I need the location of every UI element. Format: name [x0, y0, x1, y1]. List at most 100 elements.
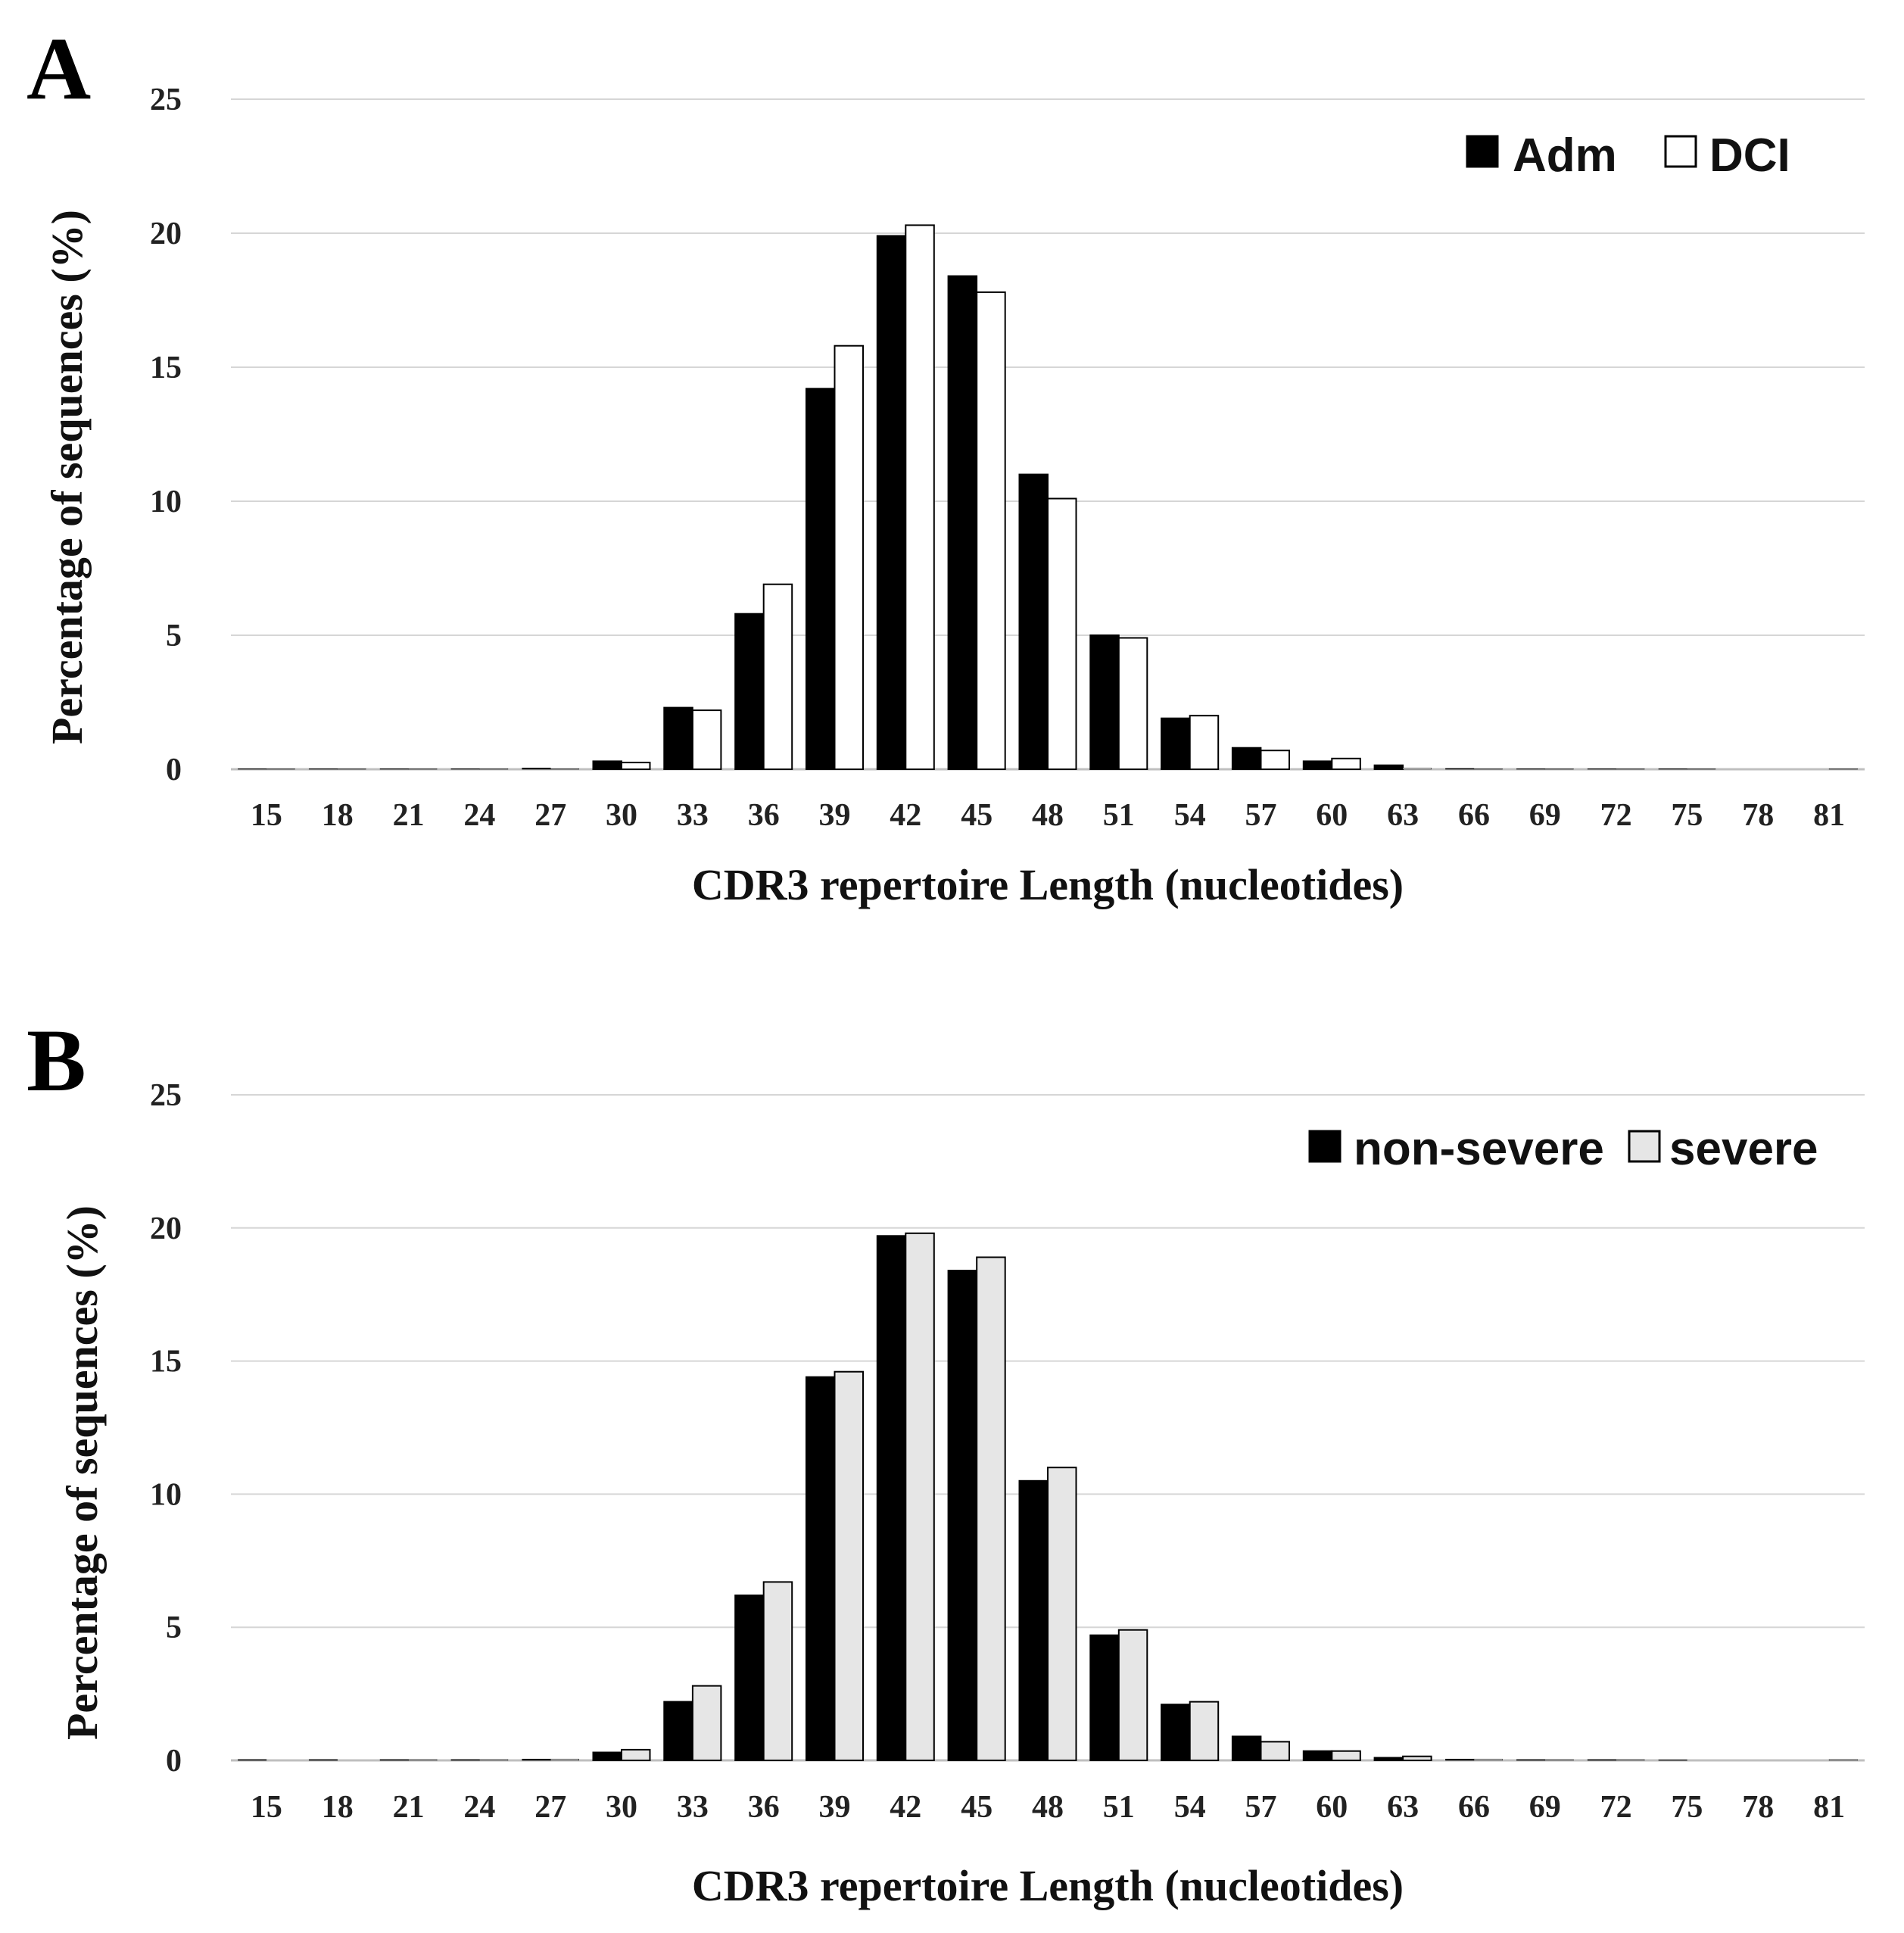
- y-tick-label: 15: [150, 1345, 182, 1380]
- bar-severe-27: [550, 1758, 579, 1761]
- bar-non-severe-54: [1161, 1704, 1191, 1761]
- y-tick-label: 15: [150, 351, 182, 385]
- bar-adm-60: [1302, 760, 1333, 771]
- bar-adm-51: [1089, 634, 1120, 770]
- bar-severe-48: [1047, 1467, 1077, 1761]
- legend-swatch: [1664, 135, 1697, 168]
- x-tick-label: 69: [1529, 798, 1561, 833]
- bar-non-severe-30: [592, 1751, 622, 1761]
- bar-severe-51: [1117, 1629, 1148, 1761]
- bar-adm-36: [734, 613, 765, 771]
- x-tick-label: 39: [819, 1790, 851, 1825]
- bar-dci-48: [1047, 497, 1077, 770]
- x-tick-label: 42: [890, 1790, 921, 1825]
- bar-non-severe-63: [1373, 1757, 1404, 1761]
- x-tick-label: 42: [890, 798, 921, 833]
- bar-dci-36: [762, 583, 793, 771]
- panel-letter: A: [26, 19, 91, 118]
- y-tick-label: 0: [166, 1744, 182, 1779]
- chart-panel-a: A 0 5 10 15 20 25 15 18 21 24 27 30 33 36 39 42 45 48 51 54 5…: [26, 19, 1865, 909]
- x-tick-label: 60: [1316, 1790, 1348, 1825]
- bar-dci-45: [976, 291, 1006, 770]
- x-tick-label: 18: [322, 798, 354, 833]
- bar-dci-39: [834, 345, 864, 770]
- panel-letter: B: [26, 1011, 86, 1110]
- x-tick-label: 57: [1245, 798, 1277, 833]
- bar-adm-57: [1231, 747, 1262, 771]
- x-tick-label: 69: [1529, 1790, 1561, 1825]
- x-tick-label: 81: [1813, 1790, 1845, 1825]
- x-tick-label: 36: [748, 1790, 780, 1825]
- x-tick-label: 51: [1103, 1790, 1135, 1825]
- bar-severe-33: [691, 1685, 722, 1762]
- x-tick-label: 45: [961, 1790, 993, 1825]
- y-tick-label: 5: [166, 1610, 182, 1645]
- y-tick-label: 25: [150, 83, 182, 117]
- y-tick-label: 20: [150, 217, 182, 251]
- y-tick-label: 10: [150, 1477, 182, 1512]
- bar-adm-48: [1018, 473, 1049, 770]
- bar-dci-57: [1260, 750, 1290, 771]
- x-tick-label: 54: [1174, 798, 1206, 833]
- legend-label: severe: [1669, 1123, 1818, 1175]
- bar-severe-42: [905, 1232, 935, 1762]
- legend-label: Adm: [1513, 129, 1617, 182]
- x-tick-label: 30: [606, 1790, 637, 1825]
- bar-non-severe-66: [1445, 1758, 1475, 1761]
- x-tick-label: 27: [534, 1790, 566, 1825]
- bar-dci-42: [905, 224, 935, 770]
- x-axis-title: CDR3 repertoire Length (nucleotides): [692, 1861, 1404, 1910]
- x-tick-label: 78: [1742, 1790, 1774, 1825]
- x-tick-label: 54: [1174, 1790, 1206, 1825]
- bar-non-severe-33: [663, 1701, 693, 1762]
- legend-swatch: [1308, 1130, 1342, 1163]
- x-tick-label: 81: [1813, 798, 1845, 833]
- x-tick-label: 63: [1387, 798, 1419, 833]
- bar-non-severe-27: [522, 1758, 551, 1761]
- x-tick-label: 21: [393, 1790, 425, 1825]
- bar-adm-33: [663, 706, 693, 770]
- y-axis-title: Percentage of sequences (%): [58, 1205, 107, 1740]
- x-tick-label: 24: [463, 798, 495, 833]
- legend-label: non-severe: [1354, 1123, 1604, 1175]
- x-tick-label: 57: [1245, 1790, 1277, 1825]
- bar-severe-39: [834, 1370, 864, 1761]
- x-tick-label: 51: [1103, 798, 1135, 833]
- bar-severe-45: [976, 1256, 1006, 1761]
- x-tick-label: 48: [1032, 798, 1064, 833]
- y-tick-label: 20: [150, 1211, 182, 1246]
- bar-dci-54: [1189, 715, 1220, 771]
- bar-severe-36: [762, 1581, 793, 1761]
- x-tick-label: 60: [1316, 798, 1348, 833]
- bar-non-severe-42: [876, 1235, 907, 1762]
- bar-adm-27: [522, 767, 551, 770]
- bar-non-severe-45: [947, 1270, 978, 1761]
- x-tick-label: 66: [1458, 1790, 1490, 1825]
- x-tick-label: 66: [1458, 798, 1490, 833]
- bar-dci-60: [1331, 757, 1361, 770]
- x-tick-label: 21: [393, 798, 425, 833]
- bar-non-severe-39: [806, 1376, 836, 1761]
- x-tick-label: 15: [251, 1790, 282, 1825]
- bar-severe-66: [1473, 1758, 1503, 1761]
- bar-adm-42: [876, 235, 907, 770]
- bar-dci-33: [691, 709, 722, 770]
- bar-severe-54: [1189, 1701, 1220, 1762]
- x-tick-label: 75: [1671, 798, 1703, 833]
- x-tick-label: 24: [463, 1790, 495, 1825]
- legend-label: DCI: [1709, 129, 1790, 182]
- bar-adm-54: [1161, 717, 1191, 771]
- bar-non-severe-60: [1302, 1750, 1333, 1761]
- x-tick-label: 63: [1387, 1790, 1419, 1825]
- bar-adm-45: [947, 275, 978, 771]
- bar-adm-39: [806, 388, 836, 770]
- y-tick-label: 10: [150, 485, 182, 519]
- x-axis-title: CDR3 repertoire Length (nucleotides): [692, 860, 1404, 909]
- x-tick-label: 36: [748, 798, 780, 833]
- x-tick-label: 45: [961, 798, 993, 833]
- bar-non-severe-57: [1231, 1735, 1262, 1761]
- bar-severe-63: [1402, 1755, 1432, 1761]
- bar-adm-30: [592, 760, 622, 771]
- bar-severe-57: [1260, 1741, 1290, 1761]
